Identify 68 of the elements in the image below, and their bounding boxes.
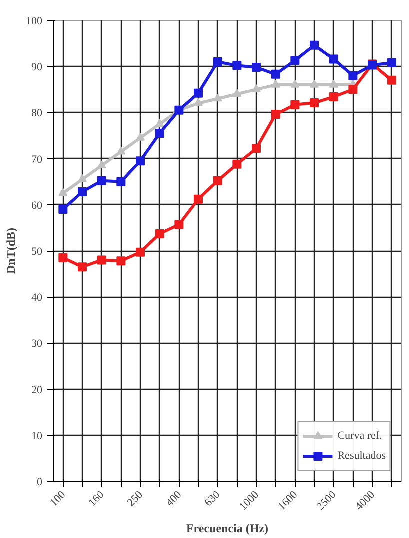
point <box>252 63 261 72</box>
point <box>290 80 300 88</box>
point <box>310 98 319 108</box>
point <box>78 174 87 182</box>
y-tick-label: 10 <box>32 430 43 442</box>
point <box>271 80 280 88</box>
point <box>155 128 164 138</box>
point <box>194 194 203 204</box>
point <box>348 71 358 80</box>
y-tick-label: 70 <box>32 154 43 166</box>
x-tick-label: 4000 <box>353 488 378 513</box>
point <box>310 40 319 50</box>
legend-label: Curva ref. <box>338 430 382 442</box>
point <box>136 156 145 166</box>
x-tick-label: 630 <box>202 488 224 510</box>
y-tick-label: 90 <box>32 62 43 74</box>
point <box>290 56 300 66</box>
point <box>116 177 126 186</box>
point <box>97 256 106 265</box>
y-tick-label: 50 <box>32 246 43 258</box>
point <box>232 160 242 169</box>
point <box>58 188 68 196</box>
point <box>194 98 203 106</box>
point <box>232 61 242 70</box>
point <box>387 76 396 85</box>
y-tick-label: 80 <box>32 108 43 120</box>
x-tick-label: 100 <box>48 488 68 510</box>
y-tick-label: 30 <box>32 338 43 350</box>
point <box>290 100 300 110</box>
point <box>155 119 164 128</box>
point <box>116 146 126 155</box>
point <box>348 85 358 94</box>
x-axis-title: Frecuencia (Hz) <box>186 522 269 536</box>
point <box>136 248 145 257</box>
y-axis-title: DnT(dB) <box>4 228 18 274</box>
point <box>97 160 106 169</box>
point <box>174 220 184 230</box>
y-tick-label: 100 <box>26 16 43 28</box>
point <box>213 176 222 186</box>
point <box>58 253 68 262</box>
point <box>116 256 126 266</box>
point <box>252 144 261 154</box>
point <box>213 57 222 66</box>
x-tick-label: 400 <box>164 488 184 510</box>
point <box>213 94 222 102</box>
point <box>310 80 319 88</box>
point <box>252 84 261 92</box>
point <box>194 88 203 98</box>
y-tick-label: 40 <box>32 292 43 304</box>
point <box>58 205 68 214</box>
x-tick-label: 250 <box>125 488 146 510</box>
point <box>329 54 338 64</box>
point <box>97 176 106 186</box>
point <box>136 132 145 141</box>
legend-label: Resultados <box>338 450 386 462</box>
point <box>329 92 338 102</box>
y-tick-label: 60 <box>32 200 43 212</box>
point <box>329 80 338 88</box>
x-tick-label: 160 <box>86 488 108 510</box>
y-tick-label: 0 <box>37 476 43 488</box>
y-tick-label: 20 <box>32 384 43 396</box>
point <box>271 110 280 120</box>
point <box>271 70 280 79</box>
point <box>387 58 396 68</box>
point <box>155 229 164 238</box>
point <box>232 89 242 98</box>
point <box>78 262 87 272</box>
point <box>78 187 87 196</box>
